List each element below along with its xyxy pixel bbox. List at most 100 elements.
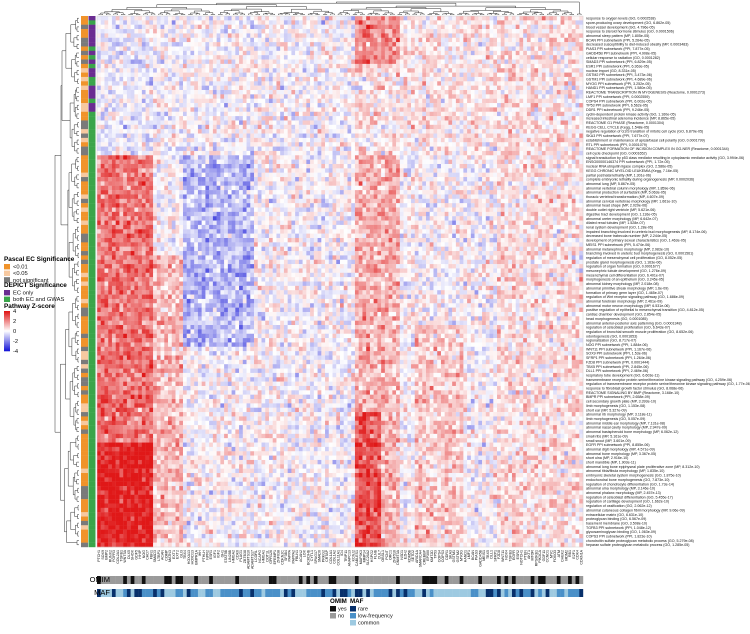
heatmap-cell bbox=[318, 125, 322, 130]
heatmap-cell bbox=[198, 68, 202, 73]
heatmap-cell bbox=[448, 81, 452, 86]
heatmap-cell bbox=[467, 77, 471, 82]
heatmap-cell bbox=[430, 155, 434, 160]
heatmap-cell bbox=[572, 94, 576, 99]
heatmap-cell bbox=[445, 16, 449, 21]
dendrogram-branch bbox=[78, 316, 79, 318]
heatmap-cell bbox=[284, 46, 288, 51]
heatmap-cell bbox=[467, 125, 471, 130]
heatmap-cell bbox=[108, 134, 112, 139]
heatmap-cell bbox=[224, 103, 228, 108]
heatmap-cell bbox=[176, 155, 180, 160]
heatmap-cell bbox=[396, 142, 400, 147]
heatmap-cell bbox=[392, 94, 396, 99]
heatmap-cell bbox=[299, 81, 303, 86]
heatmap-cell bbox=[104, 151, 108, 156]
heatmap-cell bbox=[131, 55, 135, 60]
heatmap-cell bbox=[456, 46, 460, 51]
heatmap-cell bbox=[538, 99, 542, 104]
heatmap-cell bbox=[276, 60, 280, 65]
heatmap-cell bbox=[340, 42, 344, 47]
heatmap-cell bbox=[273, 68, 277, 73]
heatmap-cell bbox=[164, 46, 168, 51]
heatmap-cell bbox=[448, 38, 452, 43]
heatmap-cell bbox=[187, 29, 191, 34]
heatmap-cell bbox=[344, 25, 348, 30]
heatmap-cell bbox=[291, 147, 295, 152]
heatmap-cell bbox=[441, 151, 445, 156]
heatmap-cell bbox=[258, 116, 262, 121]
heatmap-cell bbox=[303, 107, 307, 112]
heatmap-cell bbox=[572, 129, 576, 134]
heatmap-cell bbox=[568, 77, 572, 82]
heatmap-cell bbox=[385, 60, 389, 65]
heatmap-cell bbox=[493, 107, 497, 112]
heatmap-cell bbox=[366, 134, 370, 139]
heatmap-cell bbox=[538, 51, 542, 56]
heatmap-cell bbox=[149, 33, 153, 38]
heatmap-cell bbox=[355, 29, 359, 34]
dendrogram-branch bbox=[458, 2, 580, 14]
heatmap-cell bbox=[377, 46, 381, 51]
heatmap-cell bbox=[179, 151, 183, 156]
heatmap-cell bbox=[370, 90, 374, 95]
dendrogram-branch bbox=[77, 20, 79, 22]
heatmap-cell bbox=[422, 20, 426, 25]
heatmap-cell bbox=[549, 16, 553, 21]
heatmap-cell bbox=[404, 29, 408, 34]
heatmap-cell bbox=[187, 60, 191, 65]
depict-annotation-cell bbox=[89, 60, 96, 65]
heatmap-cell bbox=[433, 81, 437, 86]
dendrogram-branch bbox=[280, 14, 282, 15]
heatmap-cell bbox=[344, 60, 348, 65]
heatmap-cell bbox=[538, 151, 542, 156]
heatmap-cell bbox=[299, 60, 303, 65]
heatmap-cell bbox=[138, 29, 142, 34]
heatmap-cell bbox=[422, 120, 426, 125]
heatmap-cell bbox=[463, 120, 467, 125]
heatmap-cell bbox=[288, 51, 292, 56]
heatmap-cell bbox=[276, 51, 280, 56]
heatmap-cell bbox=[553, 51, 557, 56]
heatmap-cell bbox=[112, 51, 116, 56]
dendrogram-branch bbox=[480, 14, 482, 15]
pascal-annotation-cell bbox=[81, 303, 88, 308]
heatmap-cell bbox=[202, 155, 206, 160]
heatmap-cell bbox=[168, 73, 172, 78]
heatmap-cell bbox=[426, 129, 430, 134]
heatmap-cell bbox=[176, 120, 180, 125]
heatmap-cell bbox=[336, 51, 340, 56]
heatmap-cell bbox=[430, 25, 434, 30]
pascal-annotation-cell bbox=[81, 203, 88, 208]
heatmap-cell bbox=[486, 16, 490, 21]
depict-annotation-cell bbox=[89, 434, 96, 439]
heatmap-cell bbox=[374, 86, 378, 91]
heatmap-cell bbox=[411, 51, 415, 56]
heatmap-cell bbox=[247, 94, 251, 99]
heatmap-cell bbox=[538, 81, 542, 86]
heatmap-cell bbox=[213, 73, 217, 78]
heatmap-cell bbox=[161, 125, 165, 130]
heatmap-cell bbox=[329, 125, 333, 130]
heatmap-cell bbox=[295, 42, 299, 47]
heatmap-cell bbox=[557, 68, 561, 73]
heatmap-cell bbox=[396, 20, 400, 25]
heatmap-cell bbox=[452, 55, 456, 60]
heatmap-cell bbox=[303, 16, 307, 21]
heatmap-cell bbox=[486, 81, 490, 86]
depict-annotation-cell bbox=[89, 229, 96, 234]
heatmap-cell bbox=[310, 33, 314, 38]
heatmap-cell bbox=[321, 55, 325, 60]
heatmap-cell bbox=[504, 55, 508, 60]
heatmap-cell bbox=[161, 29, 165, 34]
heatmap-cell bbox=[217, 138, 221, 143]
heatmap-cell bbox=[493, 60, 497, 65]
heatmap-cell bbox=[161, 116, 165, 121]
heatmap-cell bbox=[467, 147, 471, 152]
heatmap-cell bbox=[516, 120, 520, 125]
heatmap-cell bbox=[546, 20, 550, 25]
heatmap-cell bbox=[374, 73, 378, 78]
heatmap-cell bbox=[549, 120, 553, 125]
heatmap-cell bbox=[553, 29, 557, 34]
heatmap-cell bbox=[463, 55, 467, 60]
